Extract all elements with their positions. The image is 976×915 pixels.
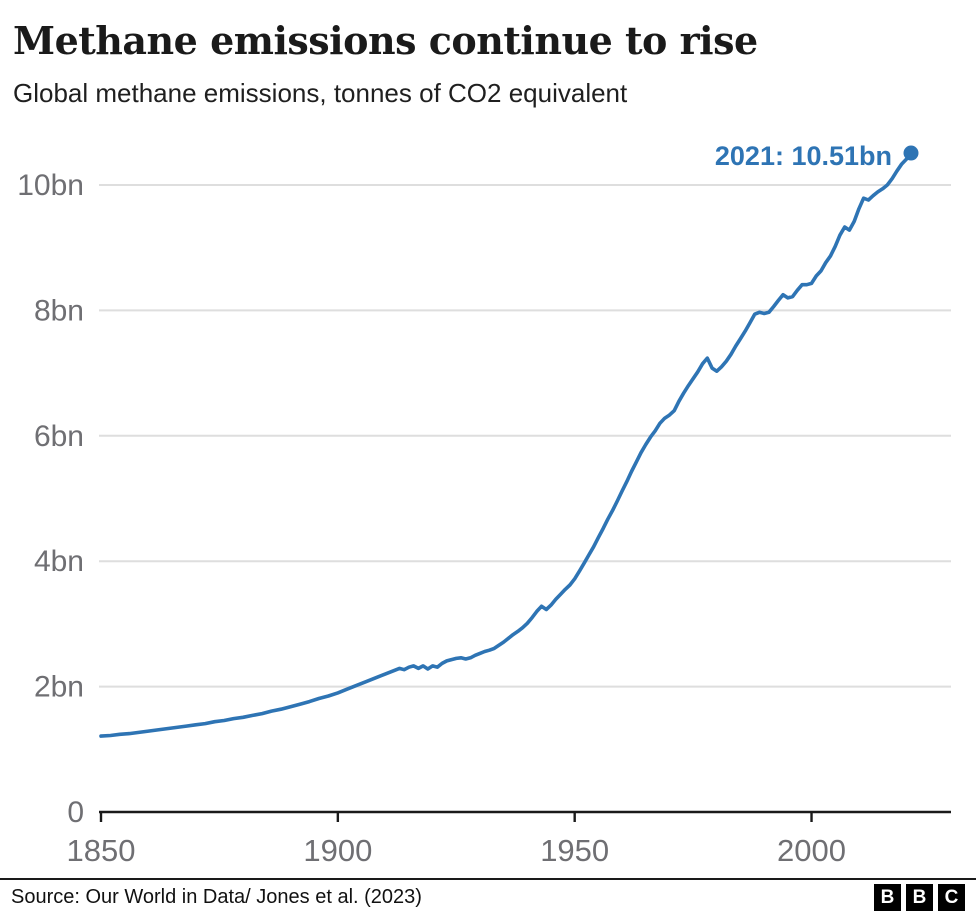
gridlines [99, 184, 951, 688]
x-tick-label: 2000 [777, 833, 846, 868]
y-tick-label: 6bn [34, 420, 84, 453]
y-tick-label: 10bn [17, 169, 84, 202]
x-tick-label: 1900 [303, 833, 372, 868]
annotation-label: 2021: 10.51bn [715, 141, 892, 171]
source-text: Source: Our World in Data/ Jones et al. … [11, 886, 422, 908]
y-tick-label: 4bn [34, 545, 84, 578]
bbc-logo-letter: C [938, 884, 965, 911]
chart-subtitle: Global methane emissions, tonnes of CO2 … [13, 78, 628, 108]
y-axis-labels: 0 2bn 4bn 6bn 8bn 10bn [17, 169, 84, 829]
y-tick-label: 8bn [34, 294, 84, 327]
y-tick-label: 0 [67, 796, 84, 829]
bbc-logo-letter: B [906, 884, 933, 911]
y-tick-label: 2bn [34, 671, 84, 704]
x-axis [99, 810, 951, 822]
bbc-logo-letter: B [874, 884, 901, 911]
end-point-dot [903, 145, 919, 161]
x-axis-labels: 1850 1900 1950 2000 [67, 833, 846, 868]
footer: Source: Our World in Data/ Jones et al. … [0, 878, 976, 915]
emissions-line [99, 145, 919, 738]
chart-title: Methane emissions continue to rise [13, 18, 758, 63]
bbc-logo: B B C [874, 884, 965, 911]
emissions-line-path [99, 151, 913, 738]
x-tick-label: 1950 [540, 833, 609, 868]
x-tick-label: 1850 [67, 833, 136, 868]
